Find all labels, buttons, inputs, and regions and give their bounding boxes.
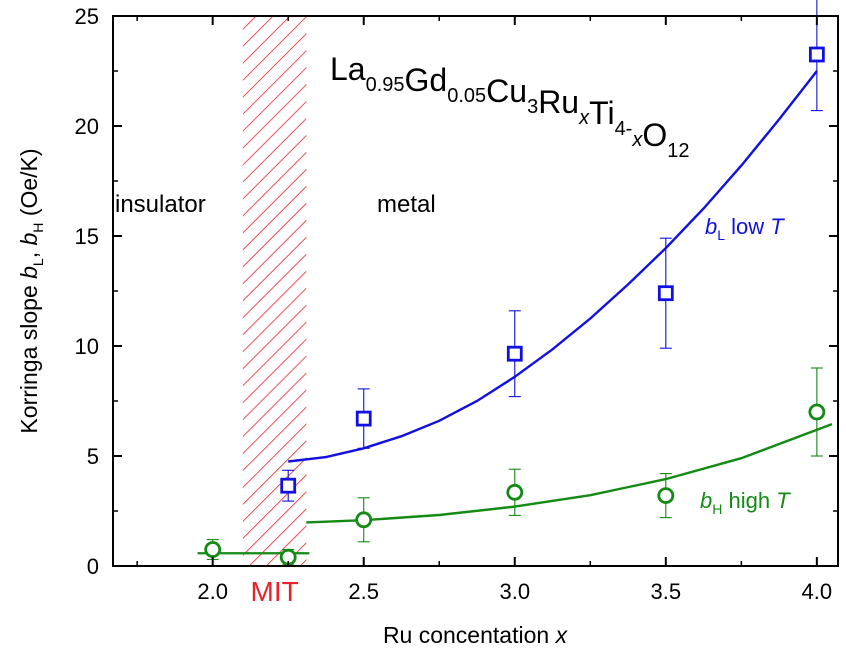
data-point-bl [280, 477, 297, 494]
axis-ticks: 2.0 2.5 3.0 3.5 4.0 0 5 10 15 20 25 [75, 4, 838, 604]
data-point-bh [506, 483, 524, 501]
y-axis-title: Korringa slope bL, bH (Oe/K) [16, 148, 46, 433]
y-tick-label: 25 [75, 4, 99, 29]
x-tick-label: 4.0 [802, 579, 833, 604]
y-tick-label: 15 [75, 224, 99, 249]
series-label-bl-low-t: bL low T [705, 214, 785, 243]
y-tick-label: 20 [75, 114, 99, 139]
y-tick-label: 10 [75, 334, 99, 359]
data-point-bh [355, 511, 373, 529]
data-point-bl [506, 345, 523, 362]
x-tick-label: 3.5 [651, 579, 682, 604]
fit-curve-1 [306, 422, 833, 524]
mit-label: MIT [251, 576, 299, 607]
data-point-bl [355, 410, 372, 427]
series-label-bh-high-t: bH high T [700, 488, 791, 517]
data-point-bh [204, 541, 222, 558]
data-point-bh [657, 487, 675, 505]
data-point-bl [657, 285, 674, 302]
y-tick-label: 5 [87, 444, 99, 469]
x-tick-label: 3.0 [499, 579, 530, 604]
metal-label: metal [377, 191, 436, 218]
compound-formula: La0.95Gd0.05Cu3RuxTi4-xO12 [330, 51, 690, 162]
x-tick-label: 2.5 [348, 579, 379, 604]
insulator-label: insulator [115, 191, 206, 218]
data-markers [204, 46, 826, 566]
y-tick-label: 0 [87, 554, 99, 579]
x-axis-title: Ru concentation x [383, 622, 569, 648]
data-point-bl [808, 46, 825, 63]
data-point-bh [808, 403, 826, 421]
mit-region [242, 16, 307, 566]
fit-curve-0 [288, 70, 818, 463]
x-tick-label: 2.0 [197, 579, 228, 604]
